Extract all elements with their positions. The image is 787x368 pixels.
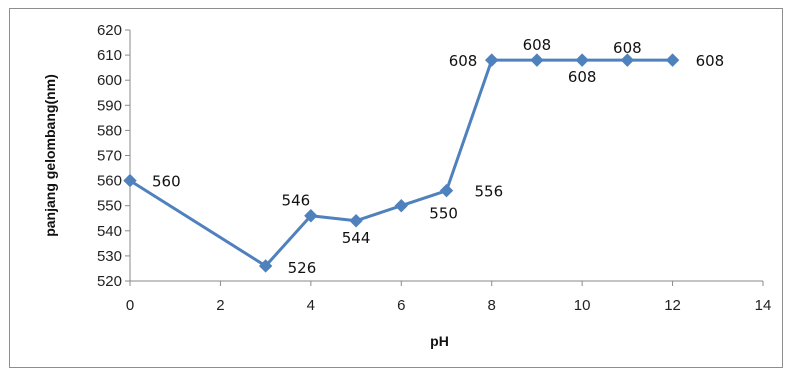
- series-line: [123, 53, 680, 273]
- data-label: 556: [475, 183, 504, 201]
- x-axis-title: pH: [430, 333, 449, 349]
- y-tick-label: 590: [97, 97, 122, 114]
- y-tick-label: 620: [97, 22, 122, 39]
- data-label: 550: [429, 205, 458, 223]
- x-tick-label: 12: [664, 297, 681, 314]
- x-tick-label: 2: [216, 297, 224, 314]
- data-labels: 560 526 546 544 550 556 608 608 608 608 608: [152, 36, 724, 277]
- data-label: 544: [342, 229, 371, 247]
- series-line-path: [129, 58, 673, 268]
- data-point-marker: [530, 53, 544, 67]
- tick-labels: 520 530 540 550 560 570 580 590 600 610 620 0 2 4 6 8 10…: [97, 22, 771, 314]
- y-tick-label: 560: [97, 173, 122, 190]
- data-point-marker: [394, 198, 408, 213]
- data-point-marker: [485, 53, 499, 67]
- data-point-marker: [665, 53, 680, 67]
- data-point-marker: [258, 259, 273, 273]
- data-point-marker: [123, 173, 137, 188]
- data-point-marker: [575, 53, 589, 67]
- x-tick-label: 14: [755, 297, 772, 314]
- x-tick-label: 10: [574, 297, 591, 314]
- y-tick-label: 520: [97, 273, 122, 290]
- y-axis-title: panjang gelombang(nm): [42, 74, 58, 237]
- y-tick-label: 550: [97, 198, 122, 215]
- y-tick-label: 540: [97, 223, 122, 240]
- y-tick-label: 600: [97, 72, 122, 89]
- chart-frame: [9, 8, 783, 368]
- data-label: 608: [696, 52, 725, 70]
- data-label: 608: [568, 68, 597, 86]
- y-tick-label: 570: [97, 148, 122, 165]
- data-point-marker: [439, 183, 454, 198]
- data-label: 560: [152, 173, 181, 191]
- x-tick-label: 8: [488, 297, 496, 314]
- data-point-marker: [349, 214, 363, 228]
- x-tick-label: 4: [307, 297, 315, 314]
- y-tick-label: 530: [97, 248, 122, 265]
- data-label: 608: [449, 52, 478, 70]
- data-label: 526: [288, 259, 317, 277]
- y-tick-label: 610: [97, 47, 122, 64]
- data-point-marker: [304, 209, 318, 223]
- x-tick-label: 6: [397, 297, 405, 314]
- axes: [125, 29, 764, 286]
- data-label: 546: [282, 192, 311, 210]
- y-tick-label: 580: [97, 122, 122, 139]
- data-label: 608: [523, 36, 552, 54]
- x-tick-label: 0: [126, 297, 134, 314]
- data-label: 608: [613, 39, 642, 57]
- data-point-marker: [620, 53, 635, 67]
